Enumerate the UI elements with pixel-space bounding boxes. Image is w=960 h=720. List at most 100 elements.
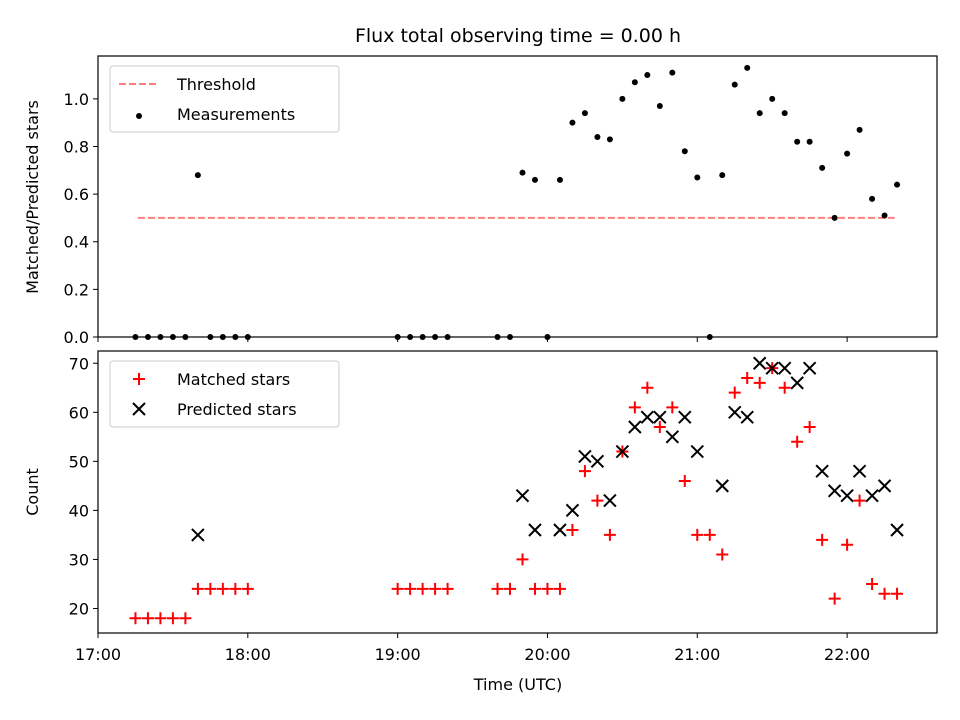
matched-star-point <box>179 612 192 625</box>
legend-entry-label: Measurements <box>177 105 295 124</box>
predicted-star-point <box>815 464 829 478</box>
x-axis-label: Time (UTC) <box>473 675 562 694</box>
matched-star-point <box>841 538 854 551</box>
matched-star-point <box>141 612 154 625</box>
matched-star-point <box>404 582 417 595</box>
matched-star-point <box>441 582 454 595</box>
matched-star-point <box>803 421 816 434</box>
matched-star-point <box>891 587 904 600</box>
measurement-point <box>819 164 826 171</box>
measurement-point <box>694 174 701 181</box>
x-tick-label: 22:00 <box>824 645 870 664</box>
y-tick-label: 30 <box>69 550 89 569</box>
matched-star-point <box>691 528 704 541</box>
predicted-star-point <box>865 488 879 503</box>
measurement-point <box>869 195 876 202</box>
matched-star-point <box>528 582 541 595</box>
measurement-point <box>856 126 863 133</box>
measurement-point <box>794 138 801 145</box>
matched-star-point <box>603 528 616 541</box>
predicted-star-point <box>590 454 605 469</box>
measurement-point <box>744 64 751 71</box>
measurement-point <box>194 172 201 179</box>
plot-frame <box>97 350 938 634</box>
matched-star-point <box>678 474 691 487</box>
matched-star-point <box>516 553 529 566</box>
matched-star-point <box>166 612 179 625</box>
measurement-point <box>756 110 763 117</box>
measurement-point <box>769 95 776 102</box>
measurement-point <box>594 133 601 140</box>
measurement-point <box>519 169 526 176</box>
matched-star-point <box>541 582 554 595</box>
y-tick-label: 60 <box>69 403 89 422</box>
measurement-point <box>806 138 813 145</box>
matched-star-point <box>866 577 879 590</box>
measurement-point <box>619 95 626 102</box>
predicted-star-point <box>852 464 867 478</box>
top-panel: 0.0 0.2 0.4 0.6 0.8 1.0 Matched/Predicted star… <box>23 55 938 347</box>
predicted-star-point <box>578 449 592 464</box>
bottom-panel: 20 30 40 50 60 70 17:00 18:00 19:00 20:00 21:00 22:… <box>23 350 938 664</box>
x-tick-label: 17:00 <box>75 645 121 664</box>
legend-entry-label: Threshold <box>176 75 256 94</box>
legend-entry-label: Matched stars <box>177 370 290 389</box>
measurement-point <box>881 212 888 219</box>
matched-star-point <box>716 548 729 561</box>
legend-entry-label: Predicted stars <box>177 400 297 419</box>
measurement-point <box>556 176 563 183</box>
matched-star-point <box>129 612 142 625</box>
matched-star-point <box>591 494 604 507</box>
y-tick-label: 0.8 <box>64 137 89 156</box>
y-tick-label: 1.0 <box>64 90 89 109</box>
matched-star-point <box>628 401 641 414</box>
predicted-star-point <box>640 410 655 424</box>
matched-star-point <box>828 592 841 605</box>
y-tick-label: 70 <box>69 354 89 373</box>
x-tick-label: 19:00 <box>375 645 421 664</box>
matched-star-point <box>416 582 429 595</box>
matched-star-point <box>216 582 229 595</box>
measurement-point <box>719 172 726 179</box>
predicted-star-point <box>728 405 742 420</box>
measurement-point <box>581 110 588 117</box>
matched-star-point <box>853 494 866 507</box>
matched-star-point <box>566 524 579 537</box>
y-tick-label: 0.4 <box>64 233 89 252</box>
predicted-star-point <box>740 410 754 424</box>
y-axis-label: Count <box>23 468 42 516</box>
legend-predicted-swatch <box>132 402 146 416</box>
predicted-star-point <box>790 376 804 390</box>
measurement-point <box>531 176 538 183</box>
legend-measurement-swatch <box>136 113 142 119</box>
x-tick-label: 20:00 <box>524 645 570 664</box>
measurement-point <box>844 150 851 157</box>
predicted-star-point <box>777 361 792 375</box>
legend-matched-swatch <box>133 373 145 385</box>
measurement-point <box>894 181 901 188</box>
matched-star-point <box>741 371 754 384</box>
predicted-star-point <box>715 479 729 493</box>
predicted-star-point <box>840 488 854 503</box>
matched-star-point <box>553 582 566 595</box>
matched-star-point <box>204 582 217 595</box>
predicted-star-point <box>802 361 817 375</box>
predicted-star-point <box>753 356 767 370</box>
measurement-point <box>631 79 638 86</box>
measurement-point <box>731 81 738 88</box>
predicted-star-point <box>603 493 617 508</box>
y-tick-label: 0.6 <box>64 185 89 204</box>
matched-star-point <box>641 381 654 394</box>
measurement-point <box>606 136 613 143</box>
matched-star-point <box>578 465 591 478</box>
predicted-star-point <box>690 444 704 459</box>
matched-star-point <box>491 582 504 595</box>
measurement-point <box>781 110 788 117</box>
predicted-star-point <box>528 523 542 537</box>
y-tick-label: 40 <box>69 501 89 520</box>
predicted-star-point <box>877 479 892 493</box>
predicted-star-point <box>553 523 567 537</box>
matched-star-point <box>728 386 741 399</box>
y-tick-label: 50 <box>69 452 89 471</box>
measurement-point <box>831 214 838 221</box>
